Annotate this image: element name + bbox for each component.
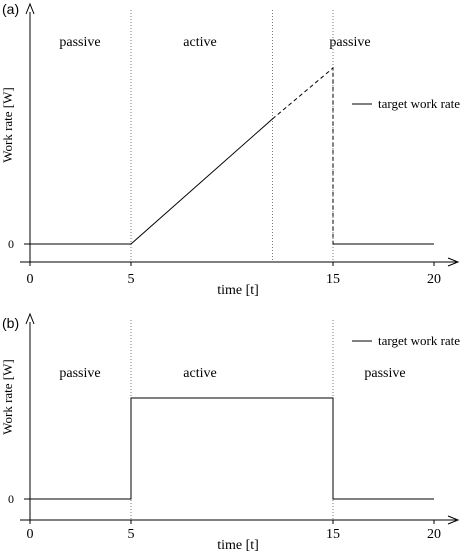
panel-b: (b) Work rate [W] time [t] target work r… [0, 312, 460, 553]
y-tick-label: 0 [8, 237, 14, 251]
x-tick-label: 5 [128, 527, 135, 542]
panel-label: (b) [2, 315, 19, 331]
phase-label: passive [364, 366, 405, 381]
series-line [30, 118, 273, 245]
phase-label: passive [329, 35, 370, 50]
phase-label: active [183, 35, 216, 50]
y-tick-label: 0 [8, 492, 14, 506]
x-axis-arrow [447, 515, 460, 525]
x-axis-label: time [t] [217, 283, 259, 298]
x-tick-label: 20 [427, 272, 441, 287]
x-tick-label: 15 [326, 527, 340, 542]
panel-label: (a) [2, 1, 19, 17]
series-line-dashed [272, 66, 334, 244]
phase-label: passive [59, 366, 100, 381]
phase-label: passive [59, 35, 100, 50]
x-axis-arrow [447, 257, 460, 267]
x-axis-label: time [t] [217, 538, 259, 553]
y-axis-arrow [25, 312, 35, 325]
x-tick-label: 15 [326, 272, 340, 287]
legend-label: target work rate [378, 96, 460, 111]
x-tick-label: 0 [27, 272, 34, 287]
phase-label: active [183, 366, 216, 381]
y-axis-label: Work rate [W] [0, 359, 15, 434]
series-line [30, 397, 434, 500]
legend-label: target work rate [378, 333, 460, 348]
y-axis-arrow [25, 2, 35, 15]
panel-a: (a) Work rate [W] time [t] target work r… [0, 1, 460, 298]
x-tick-label: 5 [128, 272, 135, 287]
x-tick-label: 0 [27, 527, 34, 542]
x-tick-label: 20 [427, 527, 441, 542]
y-axis-label: Work rate [W] [0, 87, 15, 162]
